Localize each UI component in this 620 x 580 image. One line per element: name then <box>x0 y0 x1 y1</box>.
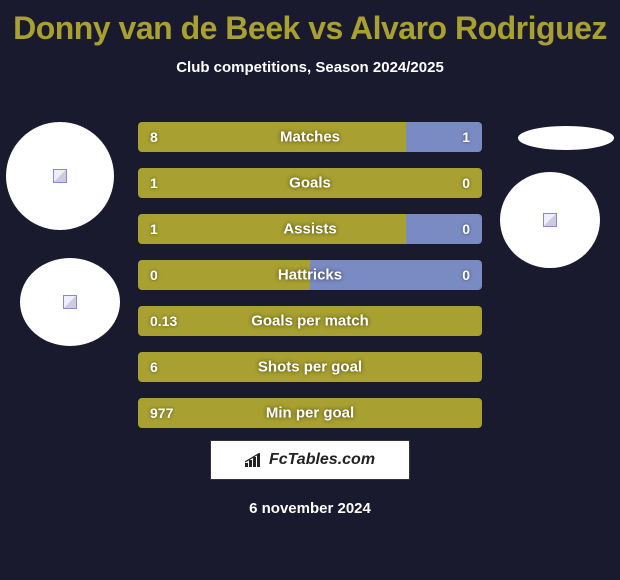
stat-value-right: 0 <box>462 221 470 237</box>
stat-value-left: 6 <box>150 359 158 375</box>
stat-bar-left <box>138 122 406 152</box>
stat-row: 6 Shots per goal <box>138 352 482 382</box>
comparison-subtitle: Club competitions, Season 2024/2025 <box>0 59 620 76</box>
stat-bar-left <box>138 214 406 244</box>
stat-label: Hattricks <box>278 267 342 284</box>
broken-image-icon <box>63 295 77 309</box>
stat-label: Goals per match <box>251 313 369 330</box>
player1-club-avatar <box>20 258 120 346</box>
stat-row: 1 0 Goals <box>138 168 482 198</box>
player2-avatar-small <box>518 126 614 150</box>
broken-image-icon <box>543 213 557 227</box>
stat-row: 0 0 Hattricks <box>138 260 482 290</box>
stat-label: Matches <box>280 129 340 146</box>
bar-chart-icon <box>245 453 263 467</box>
stat-bar-right <box>406 122 482 152</box>
stat-value-left: 0 <box>150 267 158 283</box>
stat-value-left: 977 <box>150 405 173 421</box>
snapshot-date: 6 november 2024 <box>249 500 371 517</box>
stat-label: Shots per goal <box>258 359 362 376</box>
stat-value-left: 0.13 <box>150 313 177 329</box>
player1-avatar-large <box>6 122 114 230</box>
stat-row: 977 Min per goal <box>138 398 482 428</box>
stat-label: Min per goal <box>266 405 354 422</box>
stat-value-left: 1 <box>150 175 158 191</box>
stat-value-right: 0 <box>462 175 470 191</box>
stats-comparison-chart: 8 1 Matches 1 0 Goals 1 0 Assists 0 0 Hattricks 0.13… <box>138 122 482 444</box>
player2-club-avatar <box>500 172 600 268</box>
stat-row: 1 0 Assists <box>138 214 482 244</box>
stat-value-right: 1 <box>462 129 470 145</box>
comparison-title: Donny van de Beek vs Alvaro Rodriguez <box>0 0 620 47</box>
stat-value-right: 0 <box>462 267 470 283</box>
stat-row: 0.13 Goals per match <box>138 306 482 336</box>
stat-label: Assists <box>283 221 336 238</box>
broken-image-icon <box>53 169 67 183</box>
brand-logo[interactable]: FcTables.com <box>210 440 410 480</box>
stat-label: Goals <box>289 175 331 192</box>
stat-value-left: 1 <box>150 221 158 237</box>
brand-text: FcTables.com <box>269 451 375 469</box>
stat-row: 8 1 Matches <box>138 122 482 152</box>
stat-value-left: 8 <box>150 129 158 145</box>
stat-bar-right <box>406 214 482 244</box>
